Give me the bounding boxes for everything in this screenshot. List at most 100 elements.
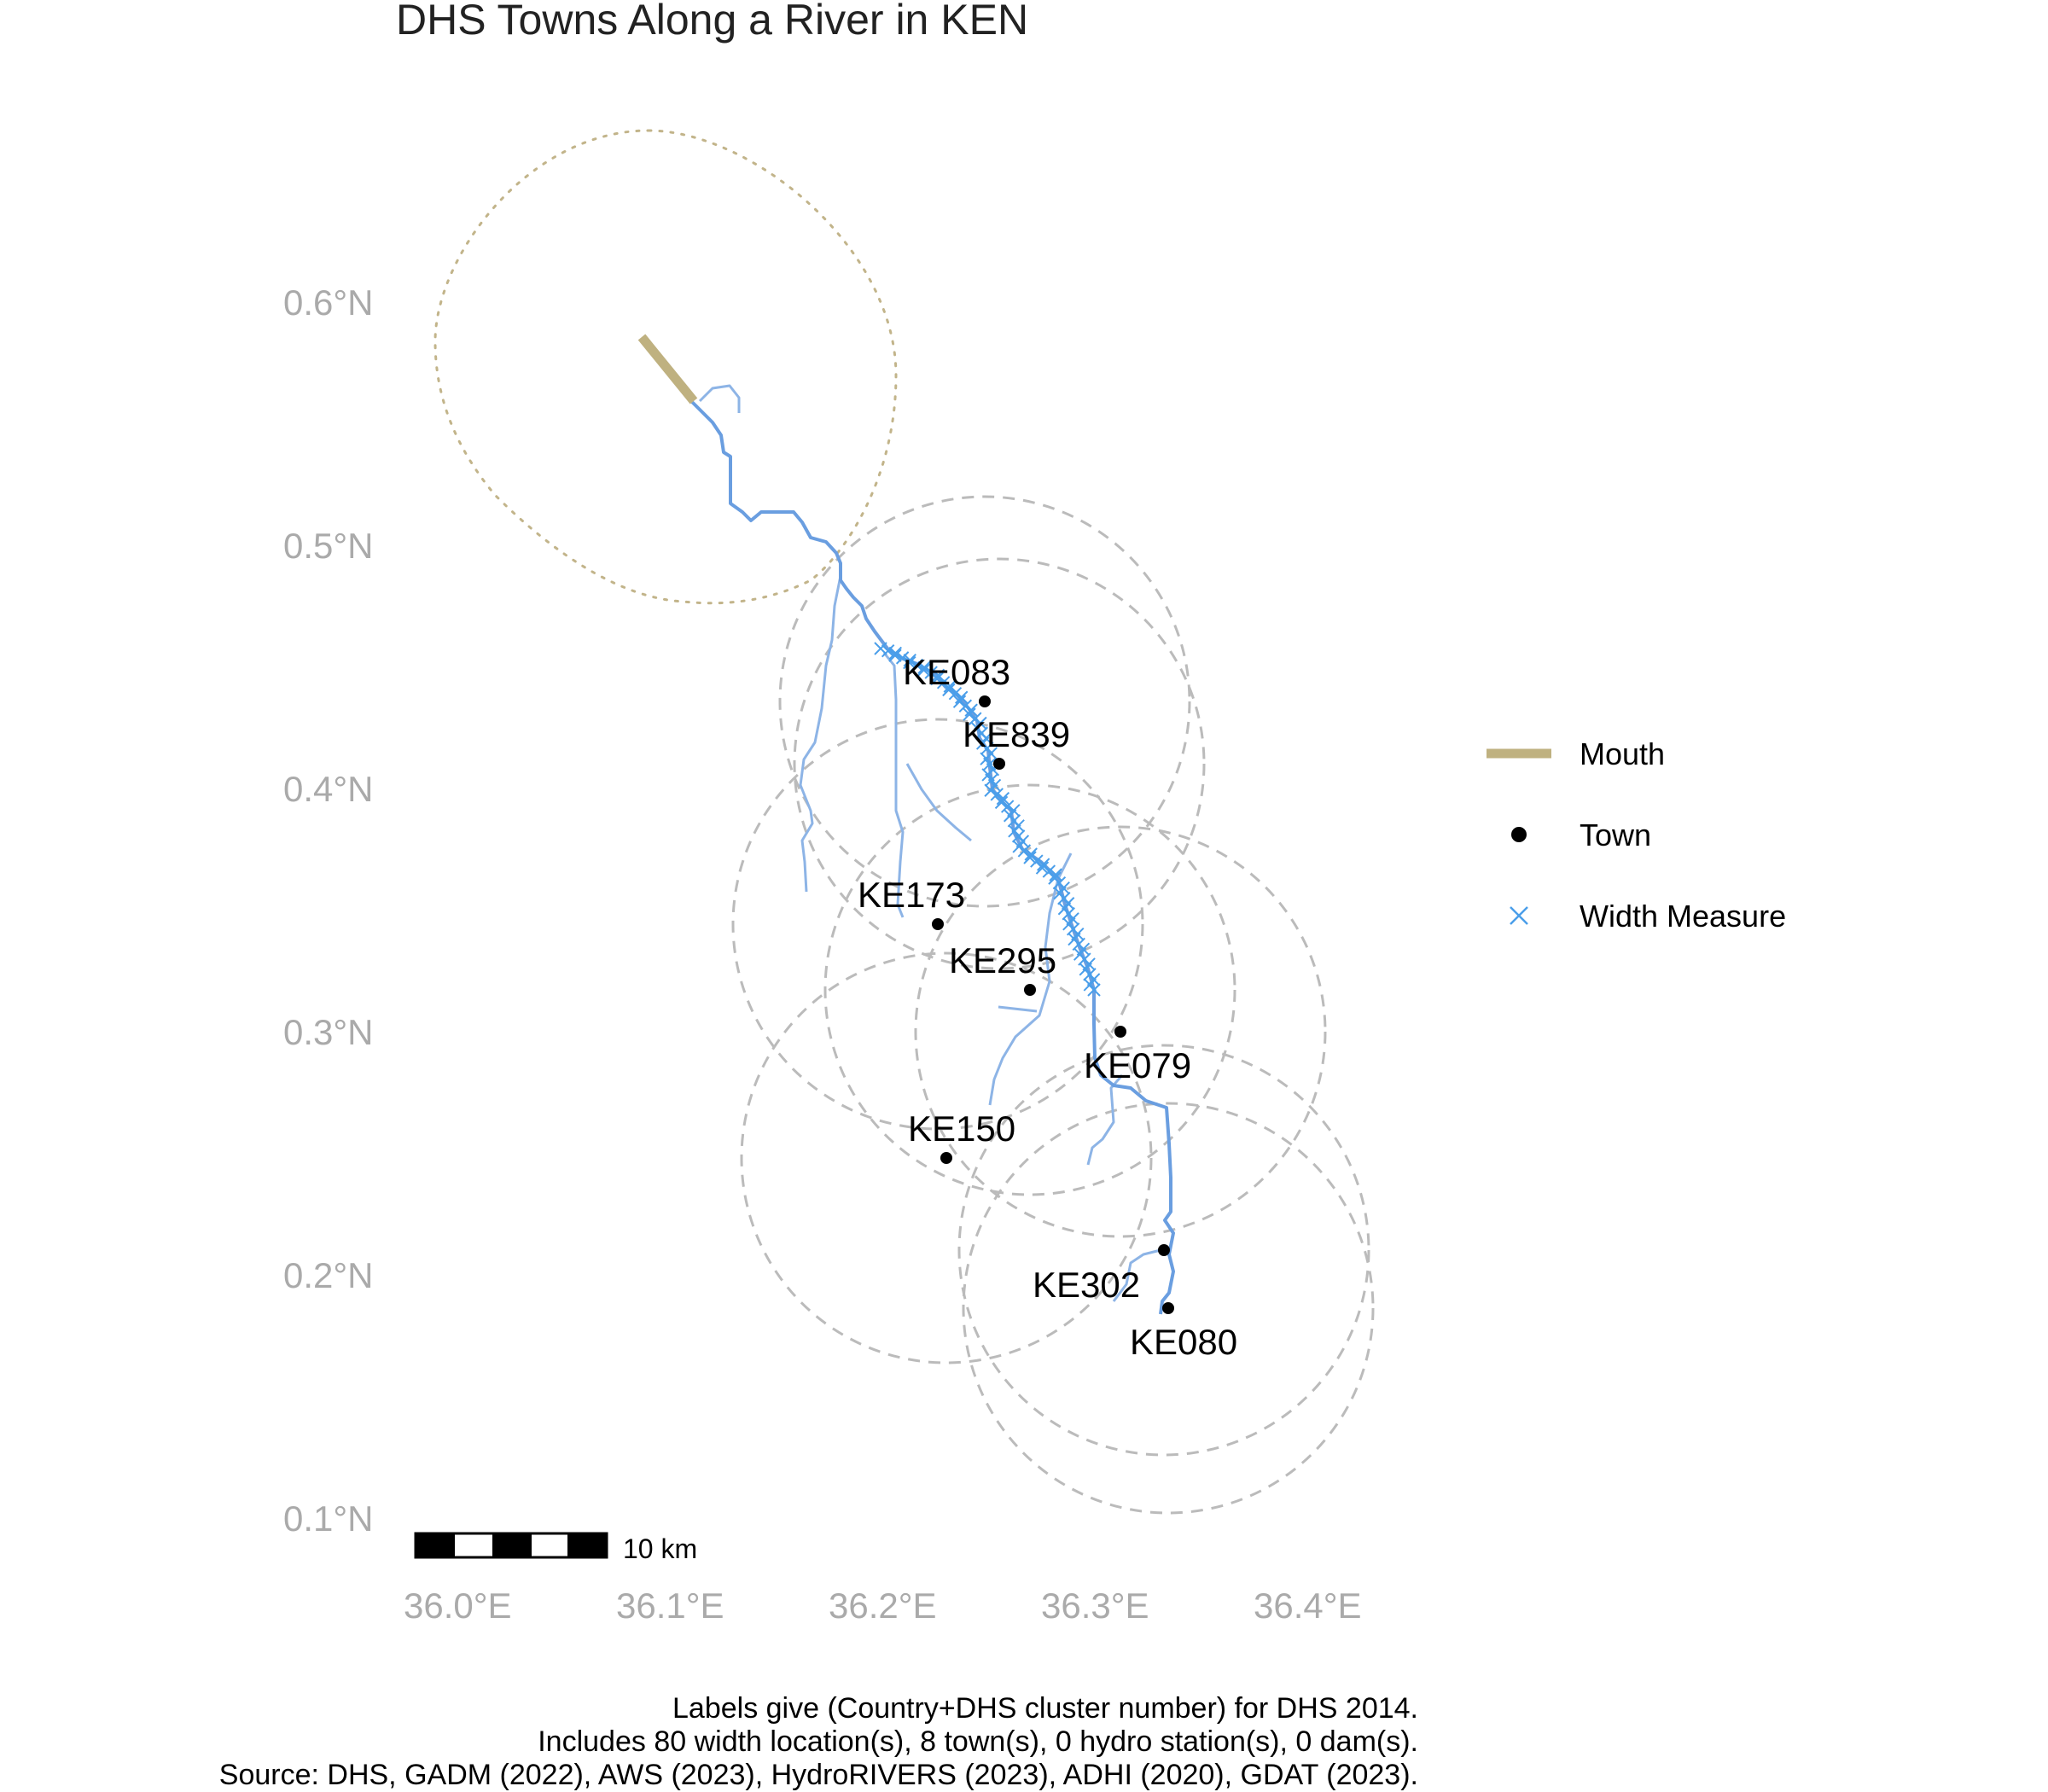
x-tick-label: 36.4°E: [1254, 1585, 1362, 1626]
width-measures: [874, 642, 1101, 997]
tributary-middle-2: [998, 1005, 1038, 1013]
mouth-segment: [637, 334, 698, 404]
town-ke083: [979, 695, 991, 707]
buffer-ke080: [962, 1102, 1375, 1515]
width-measure-mark: [952, 695, 967, 708]
width-measure-mark: [888, 646, 903, 660]
width-measure-mark: [930, 672, 944, 686]
width-measure-mark: [881, 644, 895, 658]
y-tick-label: 0.4°N: [283, 769, 374, 809]
legend-town-key: [1511, 827, 1527, 842]
width-measure-mark: [903, 653, 916, 667]
tributary-west-2: [882, 652, 905, 918]
y-tick-label: 0.3°N: [283, 1012, 374, 1052]
width-measure-mark: [1030, 854, 1044, 868]
width-measure-mark: [964, 703, 978, 717]
buffer-ke150: [740, 951, 1153, 1364]
width-measure-mark: [916, 663, 931, 677]
buffer-ke839: [793, 557, 1206, 970]
width-measure-mark: [1024, 847, 1038, 861]
legend: Mouth Town Width Measure: [1487, 736, 1786, 934]
town-ke173: [932, 918, 944, 930]
width-measure-mark: [948, 686, 963, 701]
width-measure-mark: [955, 690, 969, 704]
y-tick-label: 0.2°N: [283, 1255, 374, 1295]
width-measure-mark: [917, 660, 931, 674]
buffer-ke083: [778, 495, 1191, 908]
town-ke150: [940, 1152, 952, 1164]
width-measure-mark: [936, 676, 951, 689]
legend-width-measure-key: [1510, 906, 1528, 925]
y-tick-label: 0.6°N: [283, 282, 374, 323]
caption: Labels give (Country+DHS cluster number)…: [219, 1692, 1418, 1791]
tributary-west-1: [799, 575, 842, 893]
width-measure-mark: [980, 752, 993, 765]
town-ke080: [1162, 1302, 1174, 1314]
x-tick-label: 36.3°E: [1041, 1585, 1149, 1626]
width-measure-mark: [1017, 844, 1032, 858]
width-measure-mark: [903, 655, 916, 670]
width-measure-mark: [994, 795, 1009, 810]
width-measure-mark: [990, 788, 1004, 801]
town-buffers: [731, 495, 1375, 1515]
tributary-north: [698, 384, 741, 413]
scale-bar-label: 10 km: [623, 1533, 697, 1564]
width-measure-mark: [1049, 868, 1062, 881]
width-measure-mark: [996, 791, 1010, 806]
y-axis-labels: 0.6°N 0.5°N 0.4°N 0.3°N 0.2°N 0.1°N: [283, 282, 374, 1539]
tributary-west-3: [905, 763, 972, 842]
width-measure-mark: [963, 707, 976, 721]
width-measure-mark: [984, 783, 998, 797]
map-title: DHS Towns Along a River in KEN: [396, 0, 1028, 44]
buffer-ke079: [914, 825, 1327, 1238]
width-measure-mark: [1087, 983, 1101, 997]
caption-line-2: Includes 80 width location(s), 8 town(s)…: [538, 1725, 1418, 1758]
width-measure-mark: [1000, 800, 1015, 813]
width-measure-mark: [983, 757, 997, 771]
width-measure-mark: [910, 658, 924, 672]
tributary-south: [1112, 1248, 1161, 1302]
width-measure-mark: [942, 683, 956, 697]
town-label-ke150: KE150: [908, 1108, 1015, 1149]
buffer-ke295: [823, 783, 1236, 1196]
scale-bar: 10 km: [414, 1532, 697, 1564]
width-measure-mark: [943, 679, 957, 693]
width-measure-mark: [985, 773, 998, 787]
mouth-buffer-circle: [433, 129, 898, 605]
width-measure-mark: [874, 642, 887, 655]
width-measure-mark: [931, 668, 945, 683]
town-ke295: [1024, 984, 1036, 996]
town-label-ke839: KE839: [963, 714, 1070, 754]
legend-town-label: Town: [1580, 817, 1651, 852]
x-tick-label: 36.1°E: [616, 1585, 724, 1626]
width-measure-mark: [1036, 858, 1050, 871]
tributary-east: [1086, 1074, 1124, 1166]
buffer-ke173: [731, 718, 1144, 1131]
y-tick-label: 0.5°N: [283, 526, 374, 566]
town-ke079: [1114, 1026, 1126, 1038]
legend-width-measure-label: Width Measure: [1580, 899, 1786, 934]
width-measure-mark: [980, 742, 994, 755]
tributary-middle: [988, 852, 1073, 1106]
town-label-ke302: KE302: [1033, 1265, 1140, 1305]
town-label-ke173: KE173: [858, 875, 965, 915]
town-label-ke080: KE080: [1130, 1322, 1237, 1362]
main-river: [689, 399, 1175, 1315]
width-measure-mark: [895, 651, 910, 665]
width-measure-mark: [1023, 851, 1037, 864]
buffer-ke302: [957, 1044, 1370, 1457]
town-ke839: [993, 758, 1005, 770]
town-label-ke083: KE083: [903, 652, 1010, 692]
town-label-ke079: KE079: [1084, 1045, 1191, 1085]
width-measure-mark: [1042, 864, 1056, 878]
caption-line-1: Labels give (Country+DHS cluster number)…: [672, 1692, 1418, 1725]
town-ke302: [1158, 1244, 1170, 1256]
width-measure-mark: [924, 666, 938, 679]
width-measure-mark: [981, 768, 995, 782]
x-axis-labels: 36.0°E 36.1°E 36.2°E 36.3°E 36.4°E: [404, 1585, 1362, 1626]
tributaries: [698, 384, 1161, 1302]
width-measure-mark: [1035, 861, 1050, 875]
x-tick-label: 36.2°E: [829, 1585, 937, 1626]
x-tick-label: 36.0°E: [404, 1585, 512, 1626]
